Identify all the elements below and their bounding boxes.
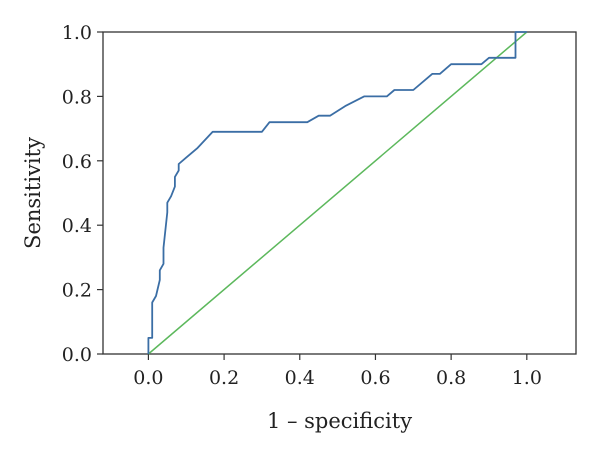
x-tick-label: 0.0	[133, 367, 163, 389]
x-tick-label: 0.2	[209, 367, 239, 389]
y-axis-title: Sensitivity	[21, 137, 45, 249]
x-tick-label: 1.0	[512, 367, 542, 389]
y-tick-label: 0.4	[62, 215, 92, 237]
y-tick-label: 0.6	[62, 151, 92, 173]
x-tick-label: 0.8	[436, 367, 466, 389]
axis-ticks: 0.0 0.2 0.4 0.6 0.8 1.0 0.0 0.2 0.4 0.6 0.8 1.0	[62, 22, 542, 389]
plot-frame	[102, 31, 577, 355]
x-axis-title: 1 – specificity	[267, 409, 412, 433]
roc-curve-line	[147, 31, 527, 354]
reference-diagonal-line	[147, 31, 528, 355]
y-tick-label: 0.0	[62, 344, 92, 366]
series-group	[147, 31, 528, 355]
y-tick-label: 0.2	[62, 280, 92, 302]
x-tick-label: 0.4	[285, 367, 315, 389]
y-tick-label: 0.8	[62, 86, 92, 108]
x-tick-label: 0.6	[360, 367, 390, 389]
y-tick-label: 1.0	[62, 22, 92, 44]
